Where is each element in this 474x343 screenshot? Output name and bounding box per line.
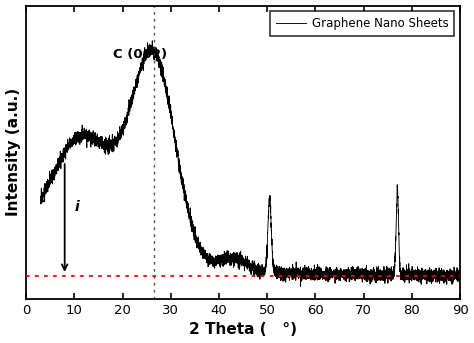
Y-axis label: Intensity (a.u.): Intensity (a.u.): [6, 88, 20, 216]
Graphene Nano Sheets: [198, 252, 204, 256]
Text: i: i: [74, 200, 79, 214]
Line: Graphene Nano Sheets: Graphene Nano Sheets: [41, 41, 460, 287]
Graphene Nano Sheets: [114, 141, 119, 145]
Graphene Nano Sheets: [38, 196, 44, 200]
Graphene Nano Sheets: [311, 270, 317, 274]
Graphene Nano Sheets: [351, 276, 356, 281]
Graphene Nano Sheets: [298, 285, 303, 289]
Graphene Nano Sheets: [457, 280, 463, 284]
X-axis label: 2 Theta (   °): 2 Theta ( °): [189, 322, 297, 338]
Graphene Nano Sheets: [149, 39, 155, 43]
Graphene Nano Sheets: [290, 269, 295, 273]
Graphene Nano Sheets: [383, 277, 389, 281]
Legend: Graphene Nano Sheets: Graphene Nano Sheets: [270, 11, 454, 36]
Text: C (002): C (002): [113, 48, 167, 61]
